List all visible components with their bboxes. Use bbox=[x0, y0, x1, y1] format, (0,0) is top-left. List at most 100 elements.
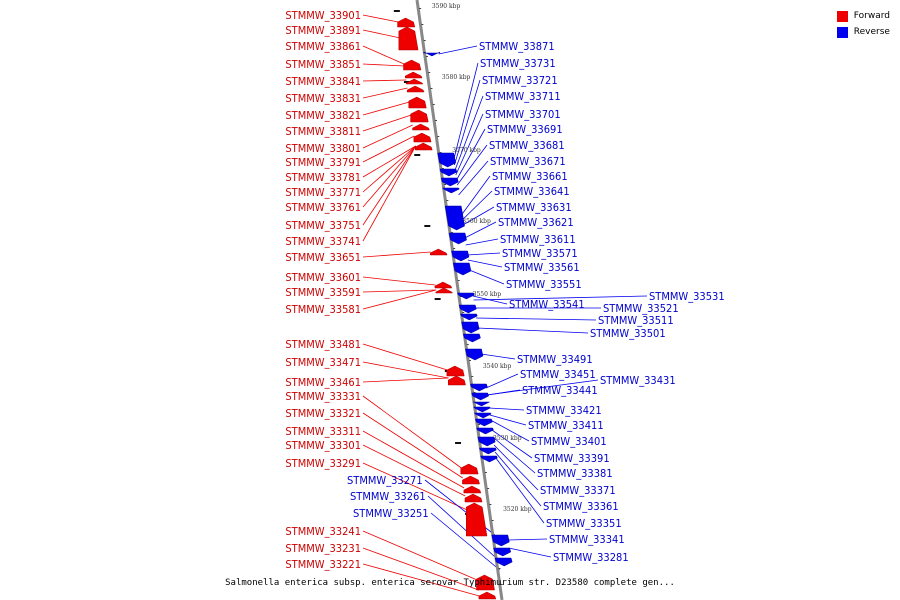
reverse-gene-label[interactable]: STMMW_33561 bbox=[504, 261, 580, 274]
forward-gene-label[interactable]: STMMW_33231 bbox=[285, 542, 361, 555]
forward-gene-label[interactable]: STMMW_33291 bbox=[285, 457, 361, 470]
forward-gene bbox=[478, 591, 497, 600]
reverse-gene-label[interactable]: STMMW_33421 bbox=[526, 404, 602, 417]
forward-gene-label[interactable]: STMMW_33851 bbox=[285, 58, 361, 71]
reverse-gene-label[interactable]: STMMW_33711 bbox=[485, 90, 561, 103]
reverse-gene bbox=[444, 205, 465, 231]
tick-mark bbox=[455, 442, 462, 444]
reverse-gene-label[interactable]: STMMW_33431 bbox=[600, 374, 676, 387]
forward-gene-label[interactable]: STMMW_33891 bbox=[285, 24, 361, 37]
forward-gene-label[interactable]: STMMW_33801 bbox=[285, 142, 361, 155]
reverse-gene-label[interactable]: STMMW_33571 bbox=[502, 247, 578, 260]
forward-gene-label[interactable]: STMMW_33471 bbox=[285, 356, 361, 369]
reverse-gene-label[interactable]: STMMW_33611 bbox=[500, 233, 576, 246]
reverse-gene-label[interactable]: STMMW_33631 bbox=[496, 201, 572, 214]
backbone-dot bbox=[469, 360, 471, 361]
forward-gene-label[interactable]: STMMW_33601 bbox=[285, 271, 361, 284]
reverse-gene-label[interactable]: STMMW_33681 bbox=[489, 139, 565, 152]
reverse-gene-label[interactable]: STMMW_33671 bbox=[490, 155, 566, 168]
tick-mark bbox=[393, 10, 400, 12]
reverse-gene-label[interactable]: STMMW_33371 bbox=[540, 484, 616, 497]
reverse-connector bbox=[495, 457, 545, 524]
forward-connector bbox=[362, 79, 407, 82]
reverse-gene-label[interactable]: STMMW_33411 bbox=[528, 419, 604, 432]
reverse-gene-label[interactable]: STMMW_33691 bbox=[487, 123, 563, 136]
forward-gene-label[interactable]: STMMW_33751 bbox=[285, 219, 361, 232]
forward-gene-label[interactable]: STMMW_33481 bbox=[285, 338, 361, 351]
reverse-gene-label[interactable]: STMMW_33661 bbox=[492, 170, 568, 183]
reverse-gene-label[interactable]: STMMW_33251 bbox=[353, 507, 429, 520]
forward-connector bbox=[362, 361, 449, 379]
reverse-connector bbox=[488, 407, 525, 411]
backbone-dot bbox=[478, 424, 481, 425]
backbone-dot bbox=[423, 40, 426, 41]
reverse-gene-label[interactable]: STMMW_33541 bbox=[509, 298, 585, 311]
reverse-connector bbox=[427, 495, 499, 561]
reverse-gene-label[interactable]: STMMW_33341 bbox=[549, 533, 625, 546]
reverse-gene-label[interactable]: STMMW_33491 bbox=[517, 353, 593, 366]
reverse-gene-label[interactable]: STMMW_33521 bbox=[603, 302, 679, 315]
tick-label: 3520 kbp bbox=[503, 506, 532, 513]
forward-connector bbox=[362, 563, 480, 597]
reverse-connector bbox=[485, 373, 519, 389]
forward-gene-label[interactable]: STMMW_33791 bbox=[285, 156, 361, 169]
forward-gene-label[interactable]: STMMW_33761 bbox=[285, 201, 361, 214]
reverse-gene-label[interactable]: STMMW_33501 bbox=[590, 327, 666, 340]
forward-connector bbox=[362, 251, 431, 258]
forward-gene-label[interactable]: STMMW_33221 bbox=[285, 558, 361, 571]
forward-gene-label[interactable]: STMMW_33241 bbox=[285, 525, 361, 538]
reverse-gene-label[interactable]: STMMW_33721 bbox=[482, 74, 558, 87]
reverse-gene-label[interactable]: STMMW_33261 bbox=[350, 490, 426, 503]
tick-label: 3580 kbp bbox=[442, 74, 471, 81]
forward-gene-label[interactable]: STMMW_33821 bbox=[285, 109, 361, 122]
reverse-gene-label[interactable]: STMMW_33441 bbox=[522, 384, 598, 397]
backbone-dot bbox=[473, 392, 476, 393]
forward-gene-label[interactable]: STMMW_33781 bbox=[285, 171, 361, 184]
forward-gene-label[interactable]: STMMW_33581 bbox=[285, 303, 361, 316]
reverse-gene-label[interactable]: STMMW_33701 bbox=[485, 108, 561, 121]
forward-gene bbox=[464, 493, 483, 503]
reverse-gene-label[interactable]: STMMW_33531 bbox=[649, 290, 725, 303]
forward-gene-label[interactable]: STMMW_33811 bbox=[285, 125, 361, 138]
forward-gene-label[interactable]: STMMW_33741 bbox=[285, 235, 361, 248]
forward-gene-label[interactable]: STMMW_33311 bbox=[285, 425, 361, 438]
reverse-gene-label[interactable]: STMMW_33731 bbox=[480, 57, 556, 70]
gene-labels: STMMW_33901 STMMW_33891 STMMW_33861 STMMW_3… bbox=[285, 9, 724, 571]
tick-label: 3540 kbp bbox=[483, 363, 512, 370]
reverse-connector bbox=[507, 538, 548, 541]
reverse-gene-label[interactable]: STMMW_33381 bbox=[537, 467, 613, 480]
reverse-gene-label[interactable]: STMMW_33871 bbox=[479, 40, 555, 53]
reverse-connector bbox=[486, 379, 599, 396]
forward-connector bbox=[362, 145, 416, 178]
reverse-gene-label[interactable]: STMMW_33271 bbox=[347, 474, 423, 487]
reverse-gene-label[interactable]: STMMW_33641 bbox=[494, 185, 570, 198]
reverse-gene-label[interactable]: STMMW_33401 bbox=[531, 435, 607, 448]
backbone-dot bbox=[439, 152, 442, 153]
tick-label: 3560 kbp bbox=[462, 218, 491, 225]
reverse-gene-label[interactable]: STMMW_33451 bbox=[520, 368, 596, 381]
forward-gene-label[interactable]: STMMW_33831 bbox=[285, 92, 361, 105]
reverse-gene-label[interactable]: STMMW_33511 bbox=[598, 314, 674, 327]
forward-gene-label[interactable]: STMMW_33841 bbox=[285, 75, 361, 88]
reverse-connector bbox=[453, 62, 479, 161]
forward-gene-label[interactable]: STMMW_33901 bbox=[285, 9, 361, 22]
reverse-gene-label[interactable]: STMMW_33361 bbox=[543, 500, 619, 513]
reverse-gene-label[interactable]: STMMW_33621 bbox=[498, 216, 574, 229]
reverse-gene-label[interactable]: STMMW_33351 bbox=[546, 517, 622, 530]
forward-gene bbox=[476, 574, 495, 591]
reverse-gene-label[interactable]: STMMW_33281 bbox=[553, 551, 629, 564]
reverse-gene-label[interactable]: STMMW_33551 bbox=[506, 278, 582, 291]
reverse-gene bbox=[423, 51, 441, 57]
forward-gene-label[interactable]: STMMW_33861 bbox=[285, 40, 361, 53]
forward-connector bbox=[362, 87, 408, 99]
reverse-gene-label[interactable]: STMMW_33391 bbox=[534, 452, 610, 465]
forward-gene-label[interactable]: STMMW_33331 bbox=[285, 390, 361, 403]
forward-gene-label[interactable]: STMMW_33591 bbox=[285, 286, 361, 299]
forward-gene bbox=[446, 365, 465, 377]
forward-gene-label[interactable]: STMMW_33461 bbox=[285, 376, 361, 389]
forward-gene-label[interactable]: STMMW_33301 bbox=[285, 439, 361, 452]
forward-gene-label[interactable]: STMMW_33651 bbox=[285, 251, 361, 264]
reverse-connector bbox=[476, 317, 597, 321]
forward-gene-label[interactable]: STMMW_33321 bbox=[285, 407, 361, 420]
forward-gene-label[interactable]: STMMW_33771 bbox=[285, 186, 361, 199]
